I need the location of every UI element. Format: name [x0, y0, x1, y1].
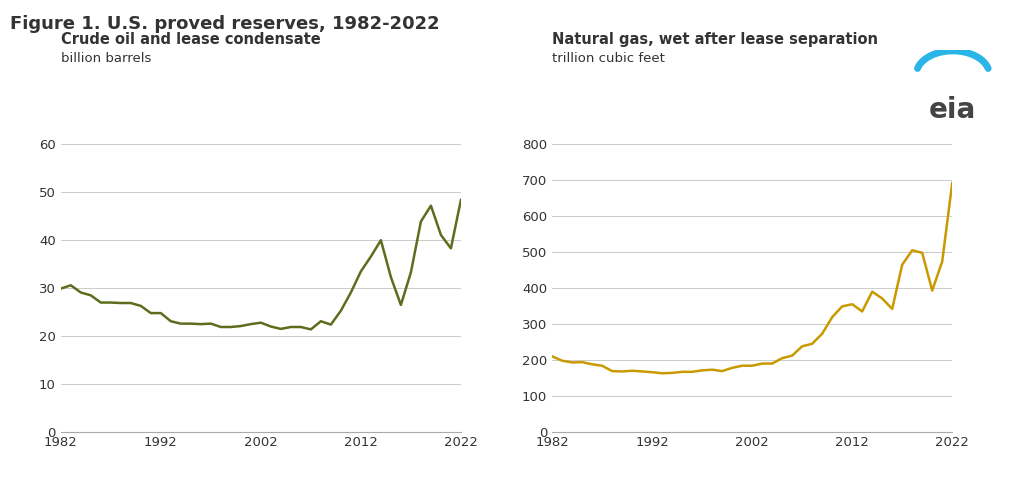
Text: Crude oil and lease condensate: Crude oil and lease condensate: [61, 32, 320, 47]
Text: billion barrels: billion barrels: [61, 52, 151, 65]
Text: eia: eia: [929, 96, 977, 124]
Text: trillion cubic feet: trillion cubic feet: [552, 52, 665, 65]
Text: Figure 1. U.S. proved reserves, 1982-2022: Figure 1. U.S. proved reserves, 1982-202…: [10, 15, 440, 33]
Text: Natural gas, wet after lease separation: Natural gas, wet after lease separation: [552, 32, 878, 47]
